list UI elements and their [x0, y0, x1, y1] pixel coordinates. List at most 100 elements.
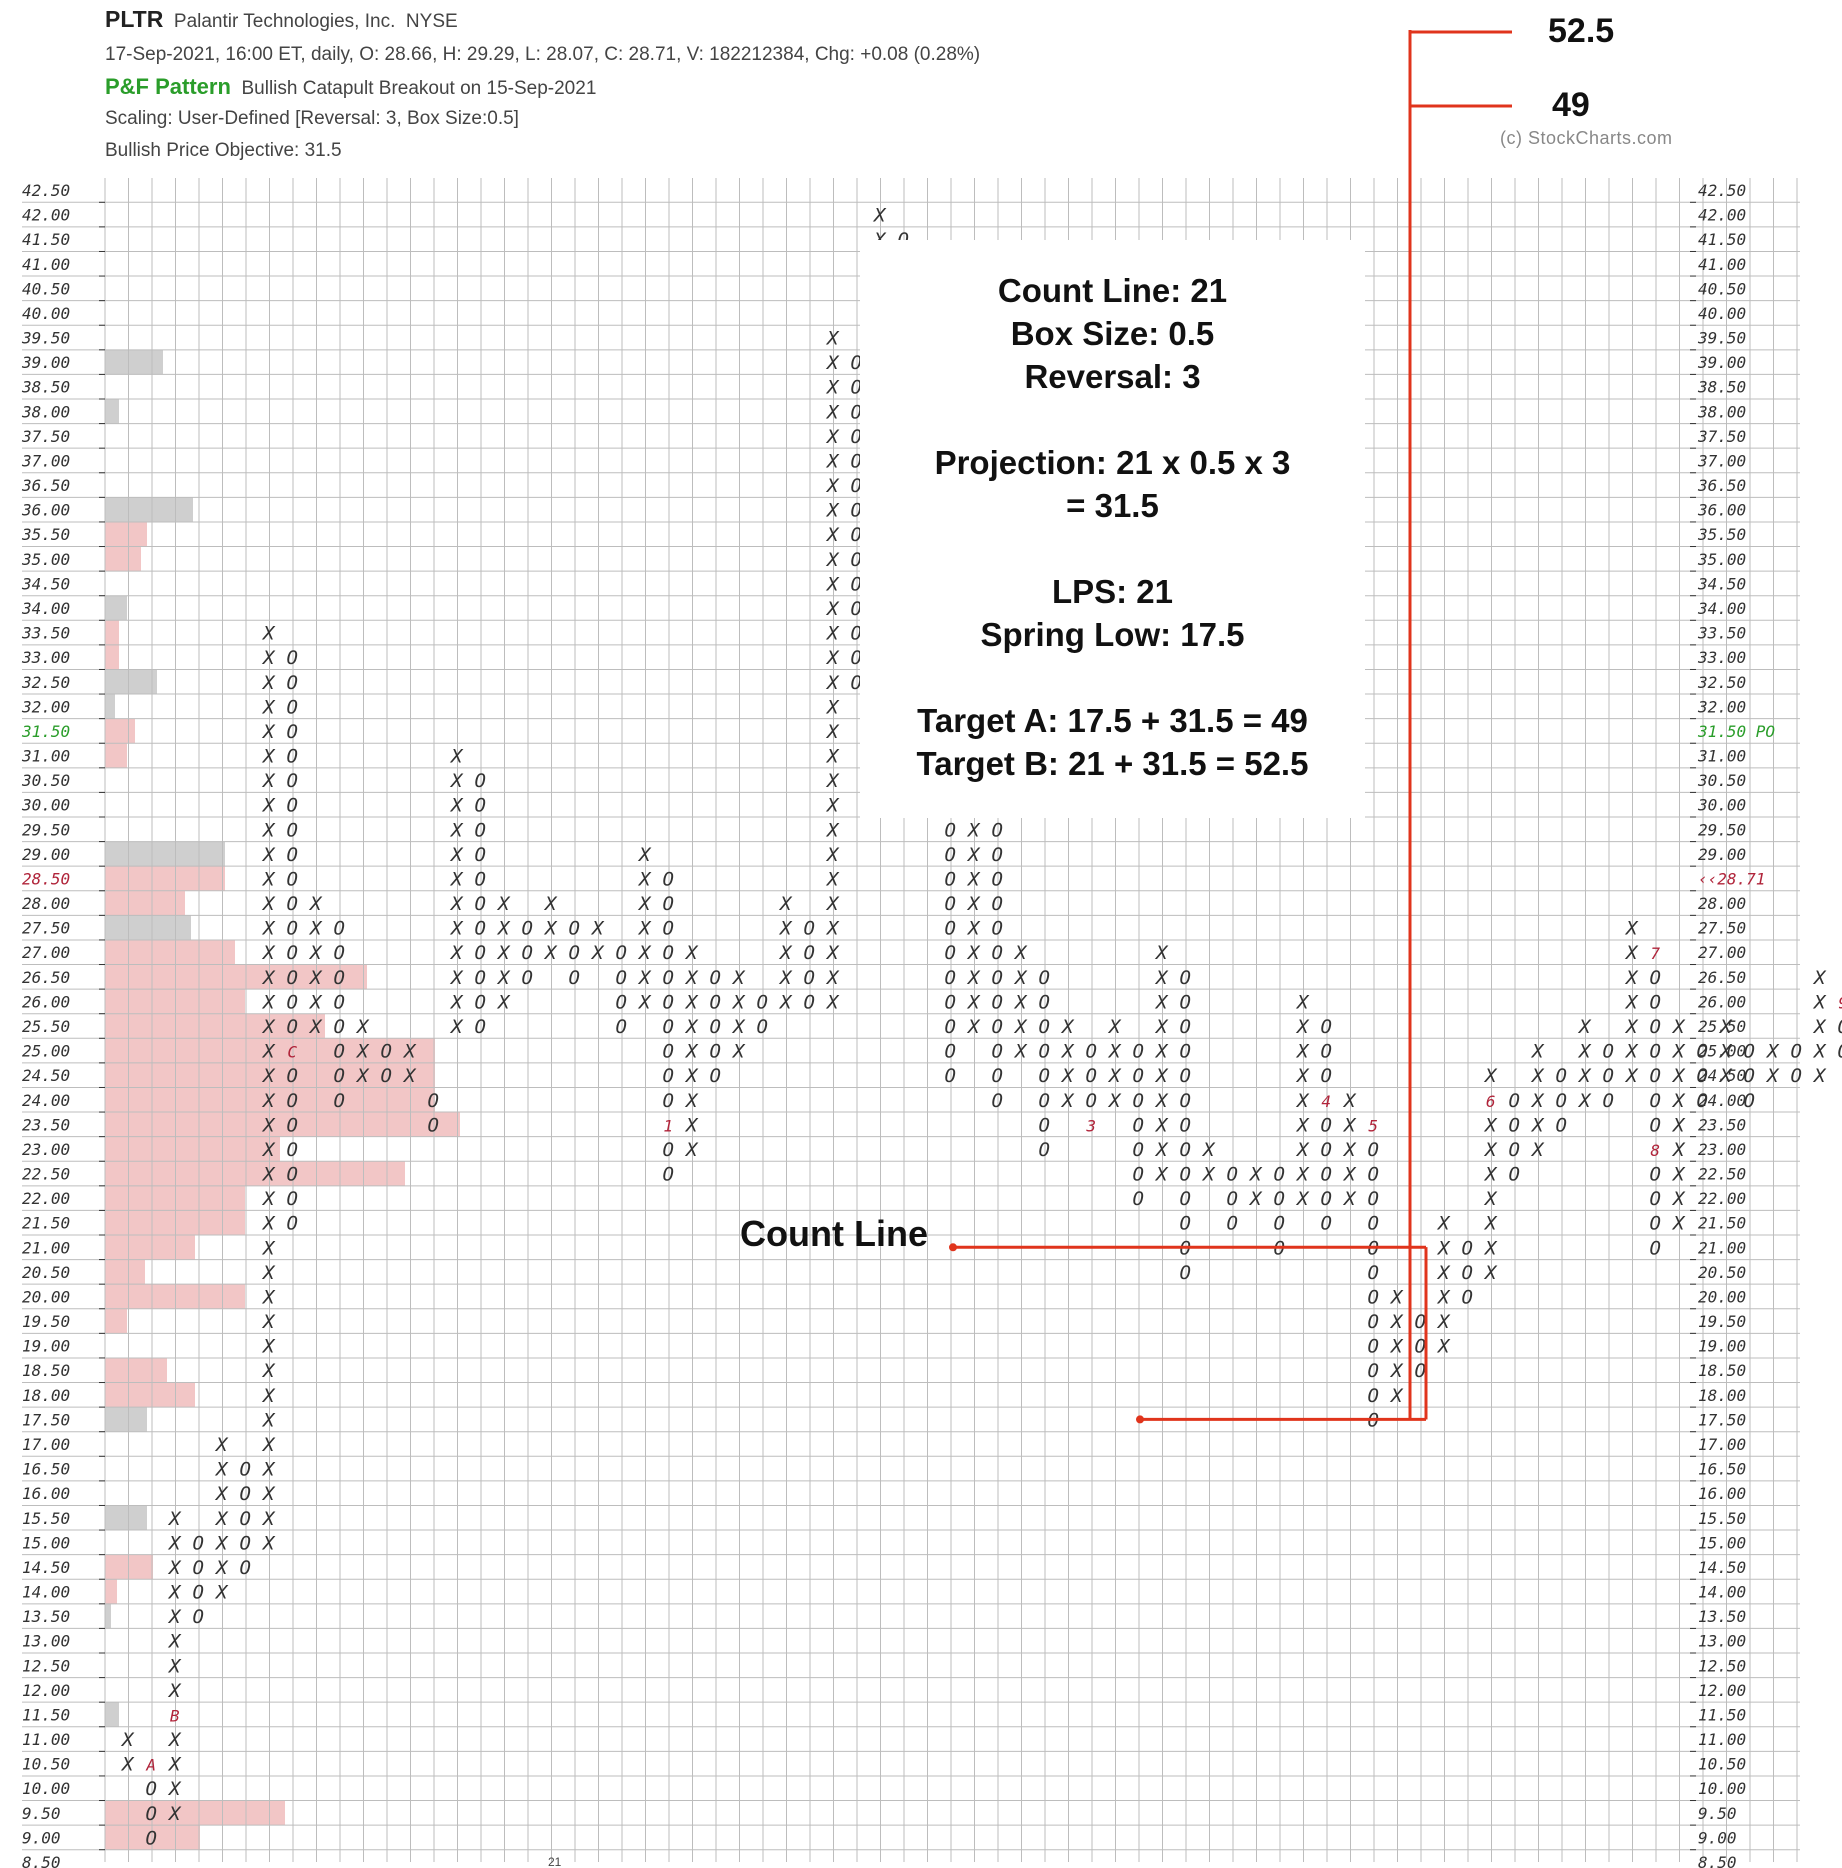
pf-o-mark: O — [663, 1090, 674, 1112]
month-marker: 8 — [1650, 1141, 1660, 1160]
left-price-label: 38.00 — [21, 402, 70, 421]
left-price-label: 40.00 — [22, 304, 70, 323]
pf-x-mark: X — [1013, 991, 1028, 1013]
left-price-label: 34.50 — [21, 574, 70, 593]
pf-x-mark: X — [825, 844, 840, 866]
right-price-label: 30.50 — [1697, 771, 1746, 790]
pf-o-mark: O — [1650, 1065, 1661, 1087]
chart-title-line: PLTR Palantir Technologies, Inc. NYSE — [105, 6, 458, 33]
right-price-label: 13.50 — [1698, 1607, 1746, 1626]
pf-x-mark: X — [1295, 991, 1310, 1013]
pf-x-mark: X — [1295, 1188, 1310, 1210]
pf-x-mark: X — [684, 1016, 699, 1038]
left-price-label: 41.00 — [22, 255, 70, 274]
pf-x-mark: X — [1295, 1164, 1310, 1186]
left-price-label: 20.50 — [22, 1263, 70, 1282]
volume-bar — [105, 1308, 127, 1334]
pf-o-mark: O — [710, 967, 721, 989]
pf-o-mark: O — [1227, 1213, 1238, 1235]
pf-o-mark: O — [1227, 1164, 1238, 1186]
right-price-label: 9.00 — [1698, 1828, 1737, 1847]
pf-o-mark: O — [334, 942, 345, 964]
pf-x-mark: X — [966, 893, 981, 915]
pf-x-mark: X — [684, 942, 699, 964]
pf-x-mark: X — [1295, 1114, 1310, 1136]
volume-bar — [105, 1505, 147, 1531]
pf-x-mark: X — [731, 1016, 746, 1038]
left-price-label: 12.00 — [22, 1681, 70, 1700]
pf-x-mark: X — [308, 1016, 323, 1038]
annotation-target-b: Target B: 21 + 31.5 = 52.5 — [916, 745, 1309, 782]
pf-x-mark: X — [966, 1016, 981, 1038]
pf-x-mark: X — [214, 1434, 229, 1456]
pf-x-mark: X — [684, 991, 699, 1013]
pf-o-mark: O — [945, 1065, 956, 1087]
pf-x-mark: X — [966, 819, 981, 841]
right-price-label: 36.00 — [1697, 501, 1746, 520]
pf-x-mark: X — [825, 819, 840, 841]
pf-o-mark: O — [475, 918, 486, 940]
pf-o-mark: O — [1509, 1139, 1520, 1161]
pf-o-mark: O — [1368, 1188, 1379, 1210]
pf-o-mark: O — [1274, 1188, 1285, 1210]
pf-o-mark: O — [1086, 1065, 1097, 1087]
pf-o-mark: O — [475, 844, 486, 866]
pf-x-mark: X — [1342, 1164, 1357, 1186]
pf-o-mark: O — [757, 991, 768, 1013]
pf-x-mark: X — [825, 893, 840, 915]
pf-x-mark: X — [1577, 1016, 1592, 1038]
pf-o-mark: O — [663, 868, 674, 890]
pf-x-mark: X — [1483, 1262, 1498, 1284]
pf-o-mark: O — [1180, 1114, 1191, 1136]
left-price-label: 23.00 — [22, 1140, 70, 1159]
volume-bar — [105, 1136, 280, 1162]
pf-x-mark: X — [261, 1164, 276, 1186]
right-price-label: 15.50 — [1698, 1509, 1746, 1528]
left-price-label: 37.50 — [21, 427, 70, 446]
pf-o-mark: O — [475, 893, 486, 915]
left-price-label: 24.50 — [22, 1066, 70, 1085]
pf-x-mark: X — [1201, 1164, 1216, 1186]
right-price-label: 28.00 — [1698, 894, 1746, 913]
pf-x-mark: X — [1295, 1090, 1310, 1112]
pf-o-mark: O — [1133, 1065, 1144, 1087]
pf-x-mark: X — [1154, 1041, 1169, 1063]
annotation-projection-result: = 31.5 — [1066, 487, 1159, 524]
pf-x-mark: X — [825, 401, 840, 423]
right-price-label: 15.00 — [1698, 1533, 1746, 1552]
volume-bar — [105, 866, 225, 891]
pf-x-mark: X — [637, 844, 652, 866]
pf-o-mark: O — [1650, 1188, 1661, 1210]
pf-x-mark: X — [167, 1754, 182, 1776]
pf-o-mark: O — [992, 967, 1003, 989]
pf-x-mark: X — [1812, 1016, 1827, 1038]
left-price-label: 28.00 — [22, 894, 70, 913]
pf-o-mark: O — [569, 942, 580, 964]
right-price-label: 36.50 — [1697, 476, 1746, 495]
pf-x-mark: X — [1436, 1311, 1451, 1333]
pf-x-mark: X — [1107, 1041, 1122, 1063]
pf-o-mark: O — [287, 647, 298, 669]
pf-x-mark: X — [1483, 1188, 1498, 1210]
pf-x-mark: X — [167, 1655, 182, 1677]
pf-o-mark: O — [287, 893, 298, 915]
pf-x-mark: X — [355, 1065, 370, 1087]
pf-x-mark: X — [261, 1016, 276, 1038]
right-price-label: 31.00 — [1697, 747, 1746, 766]
pf-o-mark: O — [287, 819, 298, 841]
left-price-label: 30.50 — [21, 771, 70, 790]
right-price-label: 9.50 — [1698, 1804, 1737, 1823]
right-price-label: 27.50 — [1698, 919, 1746, 938]
pf-o-mark: O — [992, 819, 1003, 841]
pf-o-mark: O — [1791, 1065, 1802, 1087]
pf-o-mark: O — [1274, 1213, 1285, 1235]
pf-o-mark: O — [945, 1041, 956, 1063]
right-price-label: 12.50 — [1698, 1656, 1746, 1675]
pf-x-mark: X — [1624, 967, 1639, 989]
pf-x-mark: X — [261, 1360, 276, 1382]
left-price-label: 9.00 — [22, 1828, 61, 1847]
pf-o-mark: O — [522, 967, 533, 989]
pf-x-mark: X — [731, 967, 746, 989]
pf-o-mark: O — [1180, 1188, 1191, 1210]
pf-o-mark: O — [1180, 967, 1191, 989]
